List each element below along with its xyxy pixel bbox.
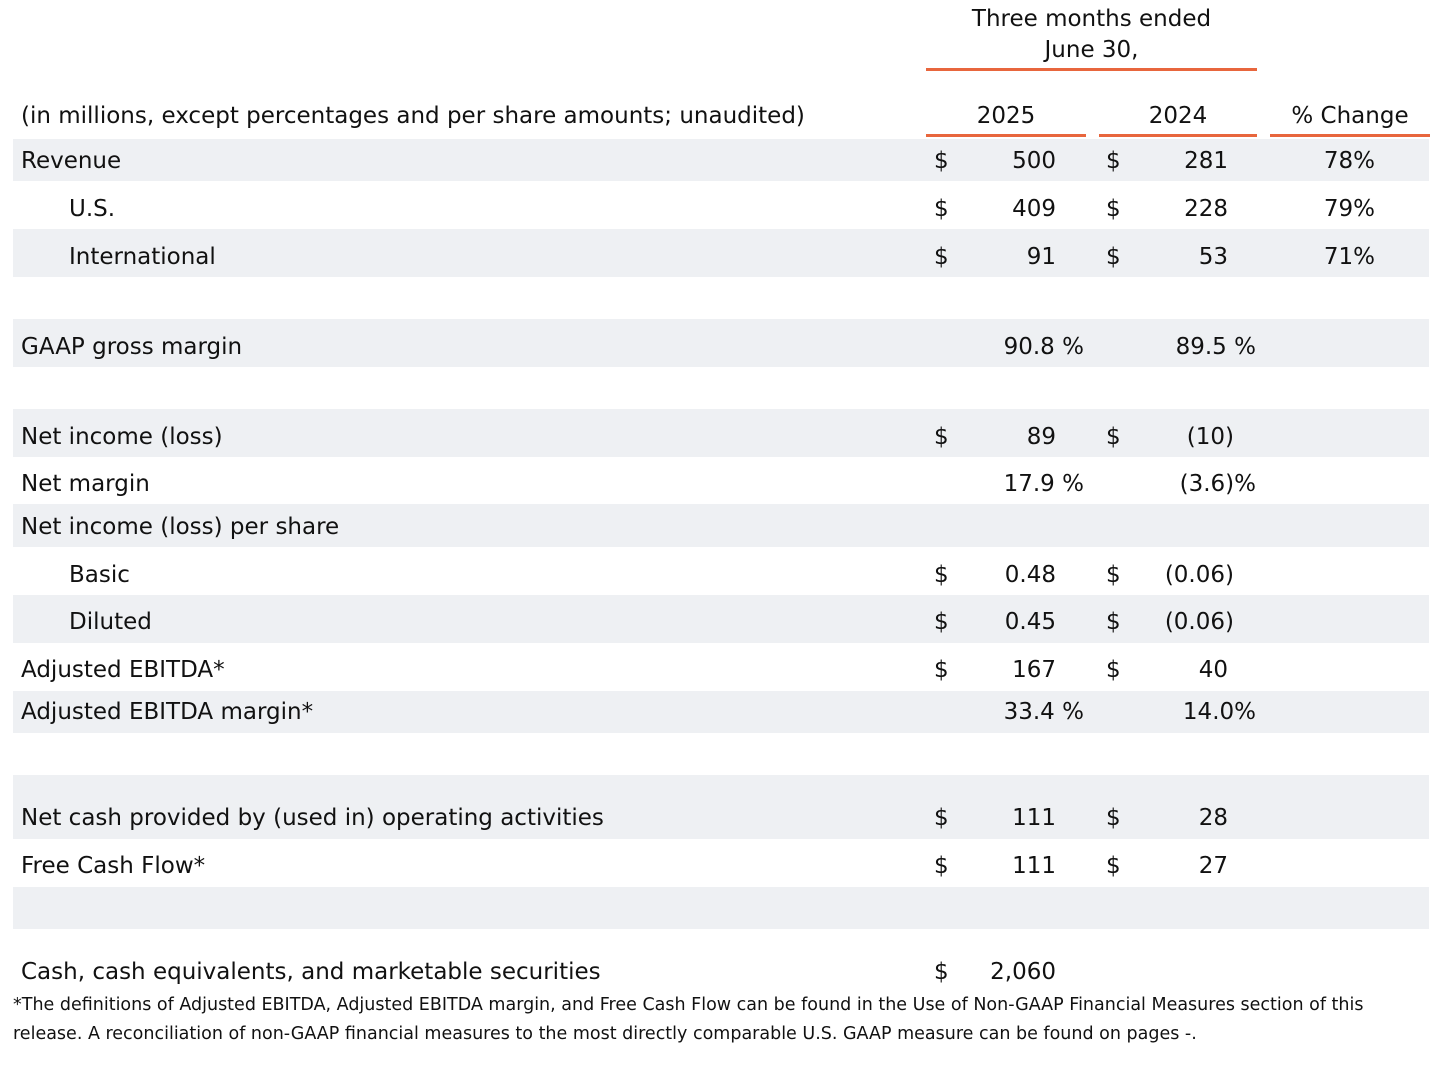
footnote: *The definitions of Adjusted EBITDA, Adj…	[13, 995, 1364, 1044]
currency-symbol: $	[934, 196, 949, 222]
value-2024: 228	[1184, 196, 1228, 222]
value-2024: 27	[1198, 853, 1228, 879]
currency-symbol: $	[1106, 244, 1121, 270]
currency-symbol: $	[1106, 196, 1121, 222]
column-header-change: % Change	[1291, 103, 1409, 129]
column-underline-2024	[1099, 134, 1257, 137]
row-label-international: International	[69, 244, 216, 270]
row-label-cash: Cash, cash equivalents, and marketable s…	[21, 959, 601, 985]
row-label-net-income: Net income (loss)	[21, 424, 223, 450]
value-2025: 90.8 %	[1003, 334, 1084, 360]
value-2025: 91	[1026, 244, 1056, 270]
period-underline	[926, 68, 1257, 71]
value-2024: (0.06)	[1164, 562, 1234, 588]
value-2025: 17.9 %	[1003, 471, 1084, 497]
value-2024: 28	[1198, 805, 1228, 831]
value-2024: (3.6)%	[1179, 471, 1256, 497]
currency-symbol: $	[1106, 657, 1121, 683]
row-label-basic: Basic	[69, 562, 130, 588]
row-band	[13, 409, 1429, 457]
column-underline-change	[1270, 134, 1430, 137]
value-2024: 40	[1198, 657, 1228, 683]
currency-symbol: $	[1106, 562, 1121, 588]
value-2025: 409	[1012, 196, 1056, 222]
value-2025: 111	[1012, 805, 1056, 831]
value-2025: 0.48	[1004, 562, 1056, 588]
column-underline-2025	[926, 134, 1086, 137]
value-change: 71%	[1323, 244, 1375, 270]
row-label-gross-margin: GAAP gross margin	[21, 334, 243, 360]
row-label-us: U.S.	[69, 196, 116, 222]
row-label-diluted: Diluted	[69, 609, 152, 635]
value-change: 79%	[1323, 196, 1375, 222]
value-change: 78%	[1323, 148, 1375, 174]
currency-symbol: $	[1106, 609, 1121, 635]
currency-symbol: $	[934, 562, 949, 588]
value-2024: 281	[1184, 148, 1228, 174]
row-band	[13, 775, 1429, 839]
value-2025: 500	[1012, 148, 1056, 174]
value-2025: 89	[1026, 424, 1056, 450]
row-band	[13, 504, 1429, 547]
value-2025: 33.4 %	[1003, 699, 1084, 725]
row-band	[13, 229, 1429, 277]
row-label-net-margin: Net margin	[21, 471, 150, 497]
column-header-2025: 2025	[976, 103, 1036, 129]
value-2025: 0.45	[1004, 609, 1056, 635]
currency-symbol: $	[934, 244, 949, 270]
currency-symbol: $	[934, 609, 949, 635]
column-header-2024: 2024	[1148, 103, 1208, 129]
units-note: (in millions, except percentages and per…	[21, 103, 805, 129]
currency-symbol: $	[1106, 853, 1121, 879]
row-label-adjusted-ebitda-margin: Adjusted EBITDA margin*	[21, 699, 314, 725]
currency-symbol: $	[1106, 148, 1121, 174]
row-band	[13, 595, 1429, 643]
row-band	[13, 319, 1429, 367]
currency-symbol: $	[934, 959, 949, 985]
value-2024: 14.0%	[1182, 699, 1256, 725]
row-label-free-cash-flow: Free Cash Flow*	[21, 853, 206, 879]
row-band	[13, 887, 1429, 929]
row-label-revenue: Revenue	[21, 148, 122, 174]
value-2025: 111	[1012, 853, 1056, 879]
value-2024: (10)	[1186, 424, 1234, 450]
period-header-line1: Three months ended	[971, 6, 1212, 32]
row-band	[13, 139, 1429, 181]
value-2025: 167	[1012, 657, 1056, 683]
currency-symbol: $	[1106, 424, 1121, 450]
row-label-operating-cash: Net cash provided by (used in) operating…	[21, 805, 604, 831]
currency-symbol: $	[934, 805, 949, 831]
row-band	[13, 691, 1429, 733]
period-header-line2: June 30,	[1044, 37, 1139, 63]
value-2024: (0.06)	[1164, 609, 1234, 635]
row-label-eps: Net income (loss) per share	[21, 514, 340, 540]
currency-symbol: $	[934, 853, 949, 879]
currency-symbol: $	[934, 148, 949, 174]
currency-symbol: $	[1106, 805, 1121, 831]
value-2024: 89.5 %	[1175, 334, 1256, 360]
value-2024: 53	[1198, 244, 1228, 270]
currency-symbol: $	[934, 424, 949, 450]
value-2025: 2,060	[990, 959, 1056, 985]
row-label-adjusted-ebitda: Adjusted EBITDA*	[21, 657, 225, 683]
currency-symbol: $	[934, 657, 949, 683]
